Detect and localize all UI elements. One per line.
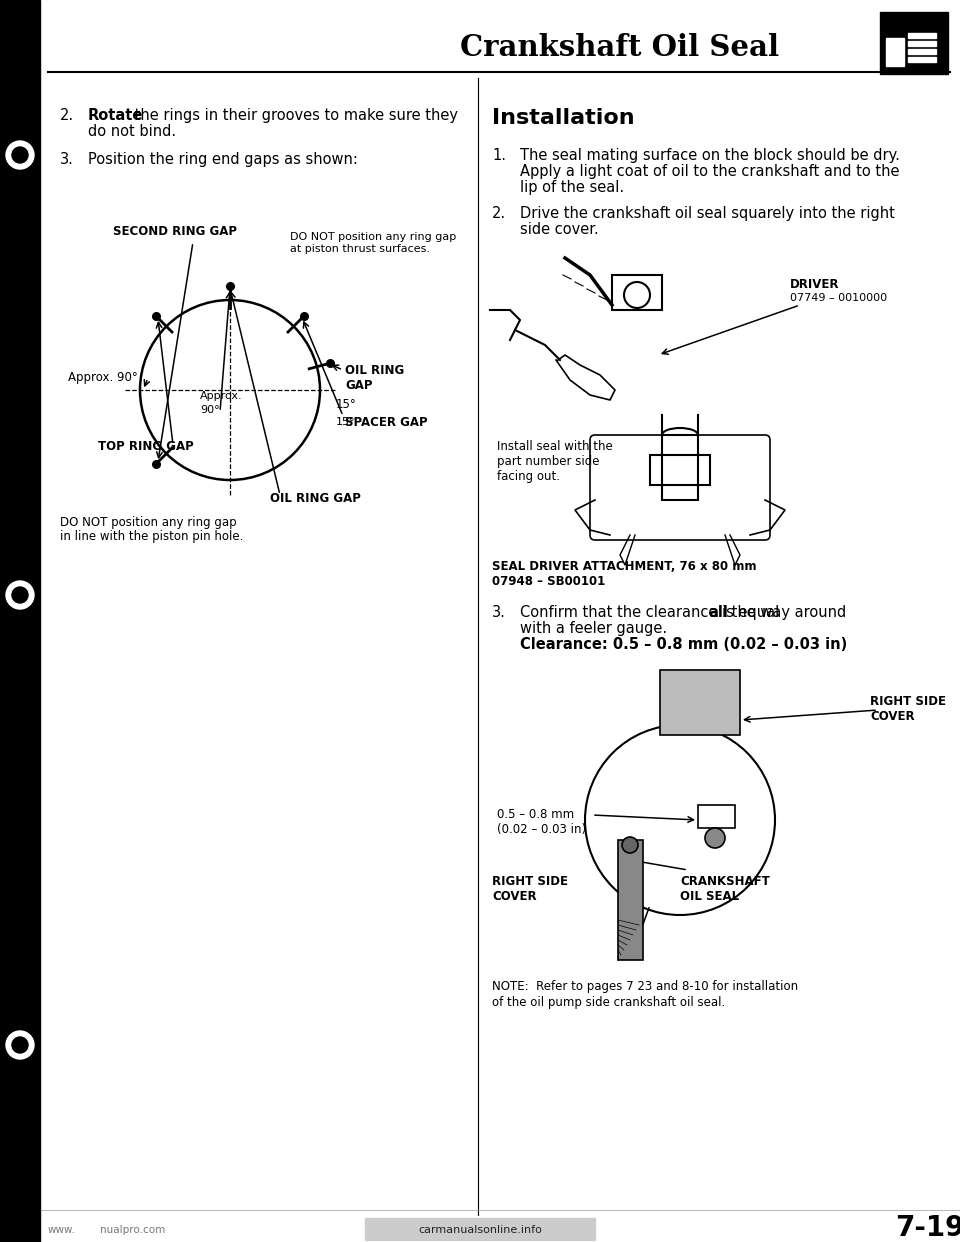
Text: with a feeler gauge.: with a feeler gauge. bbox=[520, 621, 667, 636]
Bar bbox=[618, 840, 643, 960]
Bar bbox=[908, 41, 936, 46]
Text: the way around: the way around bbox=[727, 605, 847, 620]
Circle shape bbox=[0, 135, 40, 175]
Text: Drive the crankshaft oil seal squarely into the right: Drive the crankshaft oil seal squarely i… bbox=[520, 206, 895, 221]
Text: nualpro.com: nualpro.com bbox=[100, 1225, 165, 1235]
Text: facing out.: facing out. bbox=[497, 469, 560, 483]
Text: lip of the seal.: lip of the seal. bbox=[520, 180, 624, 195]
Text: Crankshaft Oil Seal: Crankshaft Oil Seal bbox=[461, 34, 780, 62]
Text: RIGHT SIDE
COVER: RIGHT SIDE COVER bbox=[870, 696, 946, 723]
Bar bbox=[908, 34, 936, 39]
Bar bbox=[662, 435, 698, 501]
Text: Confirm that the clearance is equal: Confirm that the clearance is equal bbox=[520, 605, 784, 620]
Circle shape bbox=[0, 575, 40, 615]
Text: 0.5 – 0.8 mm: 0.5 – 0.8 mm bbox=[497, 809, 574, 821]
Text: Install seal with the: Install seal with the bbox=[497, 440, 612, 453]
Text: TOP RING GAP: TOP RING GAP bbox=[98, 440, 194, 453]
Text: 15°: 15° bbox=[336, 417, 355, 427]
Text: CRANKSHAFT
OIL SEAL: CRANKSHAFT OIL SEAL bbox=[680, 876, 770, 903]
Text: (0.02 – 0.03 in): (0.02 – 0.03 in) bbox=[497, 823, 587, 836]
Text: www.: www. bbox=[48, 1225, 76, 1235]
Text: Apply a light coat of oil to the crankshaft and to the: Apply a light coat of oil to the cranksh… bbox=[520, 164, 900, 179]
Text: OIL RING GAP: OIL RING GAP bbox=[270, 492, 361, 504]
Circle shape bbox=[705, 828, 725, 848]
Text: SPACER GAP: SPACER GAP bbox=[345, 416, 427, 428]
Text: Approx.: Approx. bbox=[200, 391, 243, 401]
Bar bbox=[612, 274, 662, 310]
Text: 07948 – SB00101: 07948 – SB00101 bbox=[492, 575, 605, 587]
Text: 3.: 3. bbox=[60, 152, 74, 166]
Bar bbox=[660, 669, 740, 735]
Text: Rotate: Rotate bbox=[88, 108, 143, 123]
Text: OIL RING
GAP: OIL RING GAP bbox=[345, 364, 404, 392]
Text: DO NOT position any ring gap
at piston thrust surfaces.: DO NOT position any ring gap at piston t… bbox=[290, 232, 456, 253]
Text: 07749 – 0010000: 07749 – 0010000 bbox=[790, 293, 887, 303]
Circle shape bbox=[622, 837, 638, 853]
Circle shape bbox=[12, 1037, 28, 1053]
Circle shape bbox=[6, 1031, 34, 1059]
Text: 1.: 1. bbox=[492, 148, 506, 163]
Bar bbox=[880, 12, 948, 75]
Bar bbox=[365, 1218, 595, 1240]
Bar bbox=[0, 0, 40, 1242]
Text: do not bind.: do not bind. bbox=[88, 124, 176, 139]
Bar bbox=[886, 39, 904, 66]
Text: carmanualsonline.info: carmanualsonline.info bbox=[418, 1225, 542, 1235]
Text: 7-19: 7-19 bbox=[895, 1213, 960, 1242]
Text: Approx. 90°: Approx. 90° bbox=[68, 371, 137, 385]
Text: 15°: 15° bbox=[336, 397, 357, 411]
Text: 90°: 90° bbox=[200, 405, 220, 415]
Text: side cover.: side cover. bbox=[520, 222, 599, 237]
Text: of the oil pump side crankshaft oil seal.: of the oil pump side crankshaft oil seal… bbox=[492, 996, 725, 1009]
Bar bbox=[908, 48, 936, 53]
Text: in line with the piston pin hole.: in line with the piston pin hole. bbox=[60, 530, 244, 543]
Text: SECOND RING GAP: SECOND RING GAP bbox=[113, 225, 237, 238]
Text: DO NOT position any ring gap: DO NOT position any ring gap bbox=[60, 515, 236, 529]
Text: all: all bbox=[708, 605, 728, 620]
Text: Clearance: 0.5 – 0.8 mm (0.02 – 0.03 in): Clearance: 0.5 – 0.8 mm (0.02 – 0.03 in) bbox=[520, 637, 848, 652]
Circle shape bbox=[6, 581, 34, 609]
Polygon shape bbox=[698, 805, 735, 828]
Text: 3.: 3. bbox=[492, 605, 506, 620]
Text: NOTE:  Refer to pages 7 23 and 8-10 for installation: NOTE: Refer to pages 7 23 and 8-10 for i… bbox=[492, 980, 798, 994]
Text: SEAL DRIVER ATTACHMENT, 76 x 80 mm: SEAL DRIVER ATTACHMENT, 76 x 80 mm bbox=[492, 560, 756, 573]
Text: part number side: part number side bbox=[497, 455, 599, 468]
Text: Installation: Installation bbox=[492, 108, 635, 128]
Bar bbox=[650, 455, 710, 484]
Circle shape bbox=[12, 587, 28, 604]
Text: Position the ring end gaps as shown:: Position the ring end gaps as shown: bbox=[88, 152, 358, 166]
Text: The seal mating surface on the block should be dry.: The seal mating surface on the block sho… bbox=[520, 148, 900, 163]
Bar bbox=[908, 57, 936, 62]
Circle shape bbox=[0, 1025, 40, 1064]
Circle shape bbox=[6, 142, 34, 169]
Text: RIGHT SIDE
COVER: RIGHT SIDE COVER bbox=[492, 876, 568, 903]
Text: DRIVER: DRIVER bbox=[790, 278, 839, 291]
Text: the rings in their grooves to make sure they: the rings in their grooves to make sure … bbox=[130, 108, 458, 123]
Text: 2.: 2. bbox=[60, 108, 74, 123]
Text: 2.: 2. bbox=[492, 206, 506, 221]
Circle shape bbox=[12, 147, 28, 163]
